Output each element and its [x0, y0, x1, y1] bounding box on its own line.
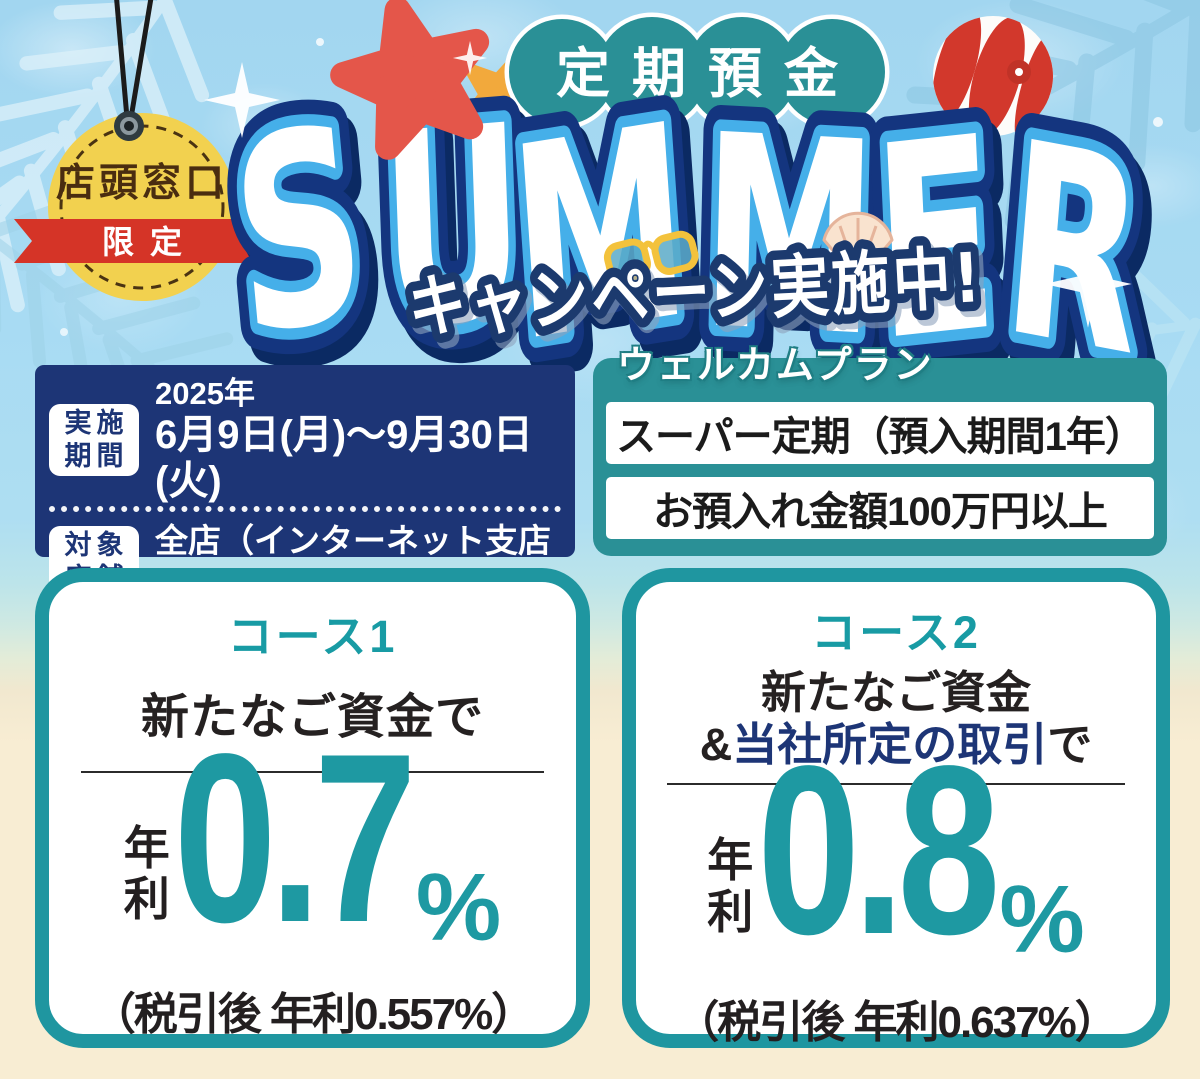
rate-label-char2: 利 [123, 873, 170, 926]
tag-cord [114, 0, 154, 119]
dotted-divider [49, 505, 561, 512]
bubble-icon [316, 38, 324, 46]
period-dates: 6月9日(月)〜9月30日(火) [155, 412, 533, 503]
course-name: コース2 [811, 607, 981, 658]
period-label-line2: 期間 [64, 440, 129, 471]
rate-row: 年 利 0.8 % [707, 731, 1085, 976]
rate-label-char2: 利 [707, 885, 754, 938]
tag-title: 店頭窓口 [56, 161, 228, 206]
starfish-icon [330, 0, 490, 160]
rate-label-char1: 年 [707, 834, 754, 887]
condition-emphasis: 当社所定の取引 [732, 719, 1048, 771]
shell-icon [822, 211, 894, 282]
rate-label-char1: 年 [123, 821, 170, 874]
category-badge: 定期預金 [504, 12, 890, 132]
tag-ribbon [14, 219, 270, 263]
rate-value: 0.8 [757, 717, 1000, 986]
plan-title: ウェルカムプラン [617, 345, 934, 387]
tag-ribbon-label: 限定 [102, 223, 198, 261]
bubble-icon [556, 346, 564, 354]
sunglasses-icon [603, 230, 699, 283]
rate-row: 年 利 0.7 % [123, 719, 502, 964]
condition-suffix: で [1047, 719, 1093, 771]
rate-unit: % [999, 866, 1085, 974]
course-card-1: コース1 新たなご資金で 年 利 0.7 % （税引後 年利0.557%） [35, 568, 590, 1048]
top-artwork: 店頭窓口 限定 [0, 0, 1200, 560]
after-tax-rate: （税引後 年利0.637%） [675, 998, 1118, 1048]
category-badge-label: 定期預金 [556, 42, 860, 105]
course-condition: 新たなご資金で [140, 691, 484, 744]
plan-box: ウェルカムプラン スーパー定期（預入期間1年） お預入れ金額100万円以上 [593, 345, 1167, 556]
plan-row-product: スーパー定期（預入期間1年） [606, 402, 1154, 464]
rate-label: 年 利 [123, 821, 170, 926]
tag-circle [48, 113, 236, 301]
sparkle-icon [1044, 240, 1132, 328]
plan-row-amount: お預入れ金額100万円以上 [606, 477, 1154, 539]
course-condition: 新たなご資金 &当社所定の取引で [700, 667, 1093, 771]
course-name: コース1 [227, 611, 398, 662]
price-tag: 店頭窓口 限定 [14, 0, 270, 301]
beach-ball-icon [931, 7, 1058, 145]
period-row: 実施 期間 2025年 6月9日(月)〜9月30日(火) [49, 376, 561, 504]
course-card-2: コース2 新たなご資金 &当社所定の取引で 年 利 0.8 % （税引後 年利0… [622, 568, 1170, 1048]
stores-label-line1: 対象 [64, 530, 129, 561]
period-label-line1: 実施 [64, 408, 129, 439]
info-box: 実施 期間 2025年 6月9日(月)〜9月30日(火) 対象 店舗 全店（イン… [35, 365, 575, 607]
period-value: 2025年 6月9日(月)〜9月30日(火) [155, 376, 561, 504]
course-condition-line1: 新たなご資金 [760, 667, 1031, 718]
bubble-icon [1153, 117, 1163, 127]
sparkle-icon [204, 62, 280, 138]
bubble-icon [60, 328, 68, 336]
period-year: 2025年 [155, 376, 255, 411]
rate-unit: % [415, 854, 502, 961]
after-tax-rate: （税引後 年利0.557%） [91, 990, 535, 1039]
condition-amp: & [699, 719, 733, 771]
course-condition-line2: &当社所定の取引で [700, 719, 1093, 771]
tag-grommet-hole [124, 121, 134, 131]
sparkle-icon [452, 40, 488, 76]
course-divider [667, 783, 1125, 786]
rate-value: 0.7 [173, 705, 417, 973]
rate-label: 年 利 [707, 835, 753, 938]
period-label: 実施 期間 [49, 403, 139, 476]
course-divider [80, 771, 545, 773]
